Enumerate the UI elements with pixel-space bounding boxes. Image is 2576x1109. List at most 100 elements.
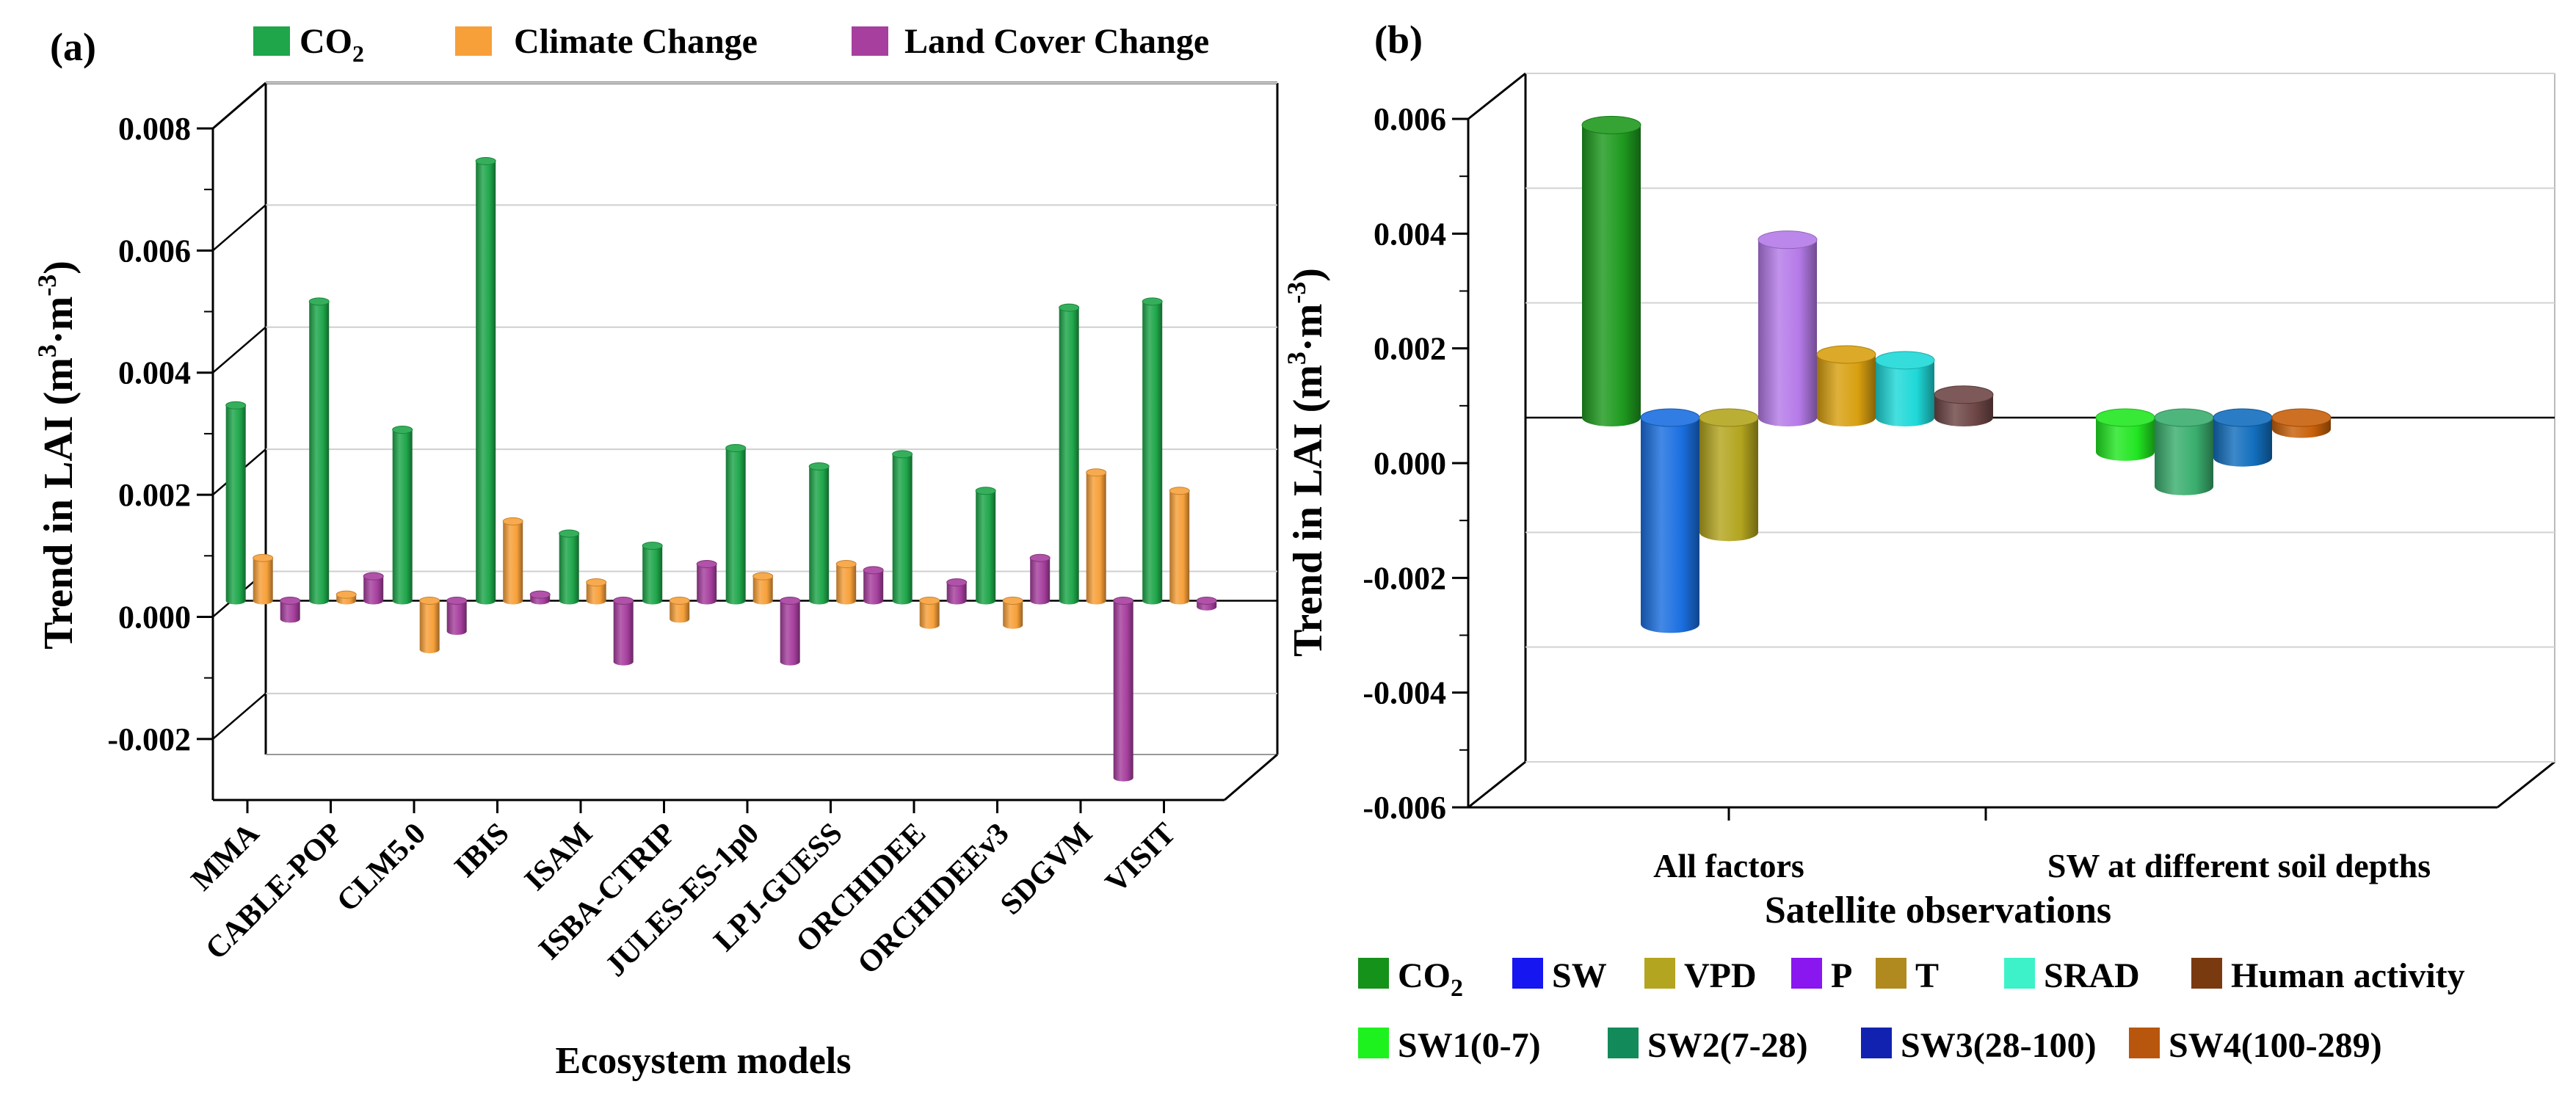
panel-a-label: (a) <box>50 25 96 69</box>
y-tick-label: -0.004 <box>1363 675 1446 711</box>
legend-label: Human activity <box>2231 956 2465 995</box>
bar-land-cover-change-orchidee <box>946 578 968 605</box>
bar-co2 <box>1581 115 1641 426</box>
bar-land-cover-change-isba-ctrip <box>696 560 717 605</box>
legend-label: SW2(7-28) <box>1647 1026 1808 1065</box>
bar-sw1-0-7- <box>2095 408 2155 461</box>
legend-swatch <box>1861 1028 1892 1058</box>
y-axis-top-diag <box>212 81 266 130</box>
bar-climate-change-isba-ctrip <box>669 596 690 623</box>
y-tick-label: -0.006 <box>1363 790 1446 826</box>
bar-p <box>1757 230 1818 426</box>
bar-sw <box>1640 408 1700 633</box>
y-tick-label: 0.006 <box>1374 101 1446 137</box>
legend-label-land-cover-change: Land Cover Change <box>904 22 1209 61</box>
panel-b-label: (b) <box>1374 18 1423 62</box>
bar-climate-change-isam <box>586 578 607 605</box>
gridline-diag <box>212 326 266 374</box>
panel-a-bars <box>225 157 1217 782</box>
panel-a-ylabel: Trend in LAI (m3·m-3) <box>32 261 81 650</box>
legend-label: SW <box>1552 956 1607 995</box>
legend-swatch <box>1876 958 1906 989</box>
bar-land-cover-change-isam <box>613 596 634 666</box>
gridline-diag <box>212 692 266 740</box>
legend-label: SW4(100-289) <box>2169 1026 2382 1065</box>
bar-co2-mma <box>225 401 247 605</box>
y-axis-top-diag <box>1467 72 1526 120</box>
bar-t <box>1816 345 1876 426</box>
legend-swatch <box>2004 958 2035 989</box>
y-axis-bottom-diag <box>1467 760 1526 809</box>
legend-swatch <box>1644 958 1675 989</box>
bar-climate-change-orchideev3 <box>1002 596 1023 629</box>
bar-land-cover-change-sdgvm <box>1113 596 1134 782</box>
bar-co2-isam <box>559 529 580 605</box>
panel-b-bars <box>1581 115 2332 633</box>
panel-a-legend: CO2 Climate Change Land Cover Change <box>253 22 1209 67</box>
bar-co2-jules-es-1p0 <box>725 444 747 605</box>
legend-swatch <box>1358 958 1389 989</box>
panel-b-legend: CO2 SW VPD P T SRAD Human activity SW1(0-7) SW2(… <box>1358 956 2465 1065</box>
legend-swatch <box>1358 1028 1389 1058</box>
bar-climate-change-visit <box>1169 487 1190 605</box>
x-category-label: IBIS <box>449 817 516 884</box>
y-tick-label: -0.002 <box>107 721 191 757</box>
y-tick-label: 0.002 <box>118 477 191 513</box>
bar-sw4-100-289- <box>2271 408 2332 438</box>
legend-swatch <box>1608 1028 1639 1058</box>
y-tick-label: 0.006 <box>118 233 191 269</box>
floor-right <box>2497 760 2555 809</box>
legend-label: SRAD <box>2044 956 2140 995</box>
legend-swatch-land-cover-change <box>852 26 888 56</box>
bar-land-cover-change-lpj-guess <box>863 566 884 605</box>
panel-b-ylabel: Trend in LAI (m3·m-3) <box>1282 268 1331 657</box>
bar-land-cover-change-ibis <box>529 590 551 605</box>
panel-b: (b) Trend in LAI (m3·m-3) Satellite obse… <box>1282 18 2555 1065</box>
floor-right <box>1224 753 1278 801</box>
bar-climate-change-jules-es-1p0 <box>752 572 774 605</box>
bar-co2-isba-ctrip <box>642 542 663 605</box>
panel-a-xlabel: Ecosystem models <box>556 1040 852 1082</box>
bar-climate-change-sdgvm <box>1086 468 1107 605</box>
bar-co2-orchideev3 <box>975 487 996 605</box>
panel-a: (a) CO2 Climate Change Land Cover Change… <box>32 22 1279 1082</box>
panel-b-categories: All factors SW at different soil depths <box>1653 807 2431 884</box>
bar-land-cover-change-visit <box>1196 596 1217 611</box>
legend-swatch <box>1791 958 1822 989</box>
x-category-label: CLM5.0 <box>330 817 432 919</box>
legend-swatch <box>2191 958 2222 989</box>
y-tick-label: 0.000 <box>1374 446 1446 481</box>
x-category-label: SW at different soil depths <box>2047 847 2431 884</box>
y-tick-label: 0.004 <box>118 355 191 391</box>
legend-swatch <box>2129 1028 2160 1058</box>
bar-climate-change-cable-pop <box>335 590 357 605</box>
bar-climate-change-clm5.0 <box>419 596 440 653</box>
legend-swatch <box>1512 958 1543 989</box>
y-tick-label: 0.008 <box>118 111 191 147</box>
bar-land-cover-change-mma <box>280 596 301 623</box>
x-category-label: MMA <box>185 816 266 898</box>
legend-label: P <box>1831 956 1852 995</box>
legend-label: SW1(0-7) <box>1398 1026 1541 1065</box>
legend-label-climate-change: Climate Change <box>514 22 758 61</box>
bar-climate-change-lpj-guess <box>835 560 857 605</box>
bar-vpd <box>1699 408 1759 542</box>
x-category-label: SDGVM <box>994 817 1099 922</box>
x-category-label: ORCHIDEEv3 <box>852 817 1016 981</box>
legend-swatch-co2 <box>253 26 290 56</box>
bar-co2-sdgvm <box>1059 303 1080 605</box>
legend-swatch-climate-change <box>455 26 492 56</box>
x-category-label: ISAM <box>518 817 599 898</box>
y-tick-label: 0.002 <box>1374 331 1446 367</box>
bar-sw2-7-28- <box>2154 408 2214 495</box>
bar-co2-orchidee <box>892 450 913 605</box>
bar-co2-visit <box>1142 297 1163 605</box>
bar-land-cover-change-jules-es-1p0 <box>780 596 801 666</box>
bar-sw3-28-100- <box>2213 408 2273 467</box>
legend-label: VPD <box>1684 956 1757 995</box>
bar-land-cover-change-cable-pop <box>363 572 384 605</box>
y-tick-label: 0.000 <box>118 599 191 635</box>
legend-label: SW3(28-100) <box>1901 1026 2097 1065</box>
legend-label: T <box>1915 956 1939 995</box>
